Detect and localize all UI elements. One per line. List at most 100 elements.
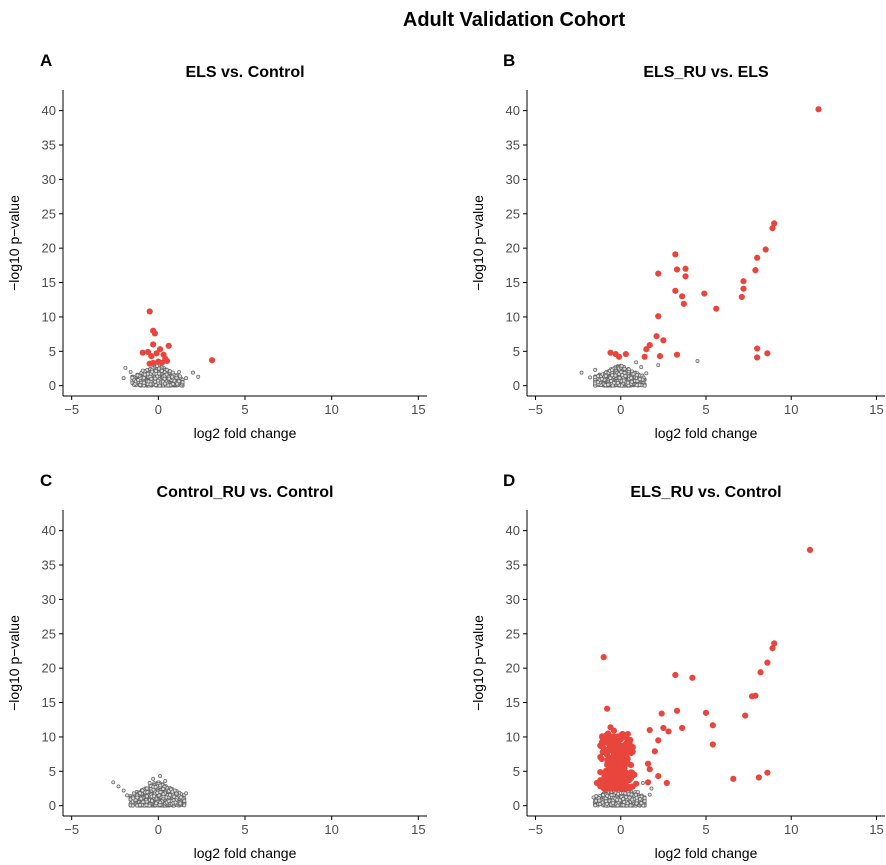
y-tick-label: 40: [42, 103, 56, 118]
significant-point: [740, 278, 747, 285]
significant-point: [644, 779, 652, 786]
y-tick-label: 40: [506, 523, 520, 538]
significant-point: [663, 779, 670, 787]
significant-point-cloud: [619, 777, 626, 784]
gene-point-cloud: [157, 371, 162, 376]
gene-point-cloud: [144, 794, 149, 799]
gene-point: [695, 358, 700, 363]
gene-point-cloud: [603, 374, 608, 378]
nonsignificant-series: [591, 781, 654, 808]
significant-point: [643, 346, 650, 353]
significant-point: [208, 357, 216, 364]
gene-point-cloud: [141, 380, 146, 385]
panel-a: A ELS vs. Control 0 5 10 15 20 25 30 35 40 −5 0 5 10 15…: [6, 51, 427, 441]
gene-point-cloud: [178, 801, 183, 806]
gene-point-cloud: [149, 376, 154, 381]
y-tick-label: 20: [506, 661, 520, 676]
gene-point: [178, 795, 183, 800]
y-tick-label: 30: [506, 592, 520, 607]
gene-point-cloud: [630, 797, 635, 802]
significant-point: [604, 705, 611, 712]
significant-point: [653, 333, 660, 340]
y-tick-label: 35: [42, 138, 56, 153]
significant-point-cloud: [603, 751, 611, 758]
gene-point-cloud: [595, 380, 600, 385]
gene-point: [644, 371, 649, 376]
significant-point: [655, 313, 662, 320]
gene-point-cloud: [629, 376, 634, 380]
gene-point-cloud: [597, 798, 602, 803]
x-axis-title: log2 fold change: [194, 425, 297, 441]
gene-point-cloud: [641, 803, 646, 808]
significant-point: [769, 225, 776, 232]
gene-point-cloud: [174, 375, 179, 380]
gene-point-cloud: [606, 382, 611, 387]
gene-point-cloud: [594, 798, 598, 803]
x-tick-label: −5: [64, 402, 79, 417]
y-tick-label: 5: [49, 764, 56, 779]
gene-point-cloud: [159, 368, 164, 373]
y-tick-label: 20: [42, 661, 56, 676]
significant-point: [764, 659, 771, 666]
gene-point-cloud: [156, 378, 161, 383]
x-tick-label: −5: [64, 822, 79, 837]
gene-point-cloud: [172, 794, 177, 799]
gene-point: [184, 376, 189, 381]
nonsignificant-series: [111, 774, 189, 808]
significant-point: [762, 246, 769, 253]
significant-point: [656, 353, 664, 360]
y-tick-label: 35: [506, 558, 520, 573]
significant-point: [713, 305, 720, 312]
y-tick-label: 10: [506, 729, 520, 744]
significant-point: [665, 728, 672, 735]
figure-title: Adult Validation Cohort: [403, 9, 626, 31]
panel-title: ELS_RU vs. ELS: [643, 64, 769, 81]
gene-point-cloud: [130, 803, 135, 808]
gene-point-cloud: [161, 792, 166, 797]
gene-point-cloud: [637, 377, 642, 382]
gene-point: [140, 368, 145, 373]
gene-point: [191, 370, 195, 375]
y-tick-label: 35: [42, 558, 56, 573]
gene-point-cloud: [130, 375, 135, 380]
significant-point-cloud: [610, 777, 617, 784]
significant-series: [139, 308, 216, 367]
significant-point: [144, 348, 152, 356]
x-tick-label: 10: [784, 822, 798, 837]
gene-point: [634, 360, 639, 365]
significant-point: [600, 654, 607, 661]
significant-point: [682, 273, 689, 280]
significant-point: [655, 773, 662, 780]
y-tick-label: 30: [42, 172, 56, 187]
significant-point-cloud: [599, 779, 606, 786]
significant-point: [754, 354, 761, 361]
significant-point: [754, 254, 761, 261]
gene-point-cloud: [148, 382, 153, 387]
gene-point: [196, 374, 201, 379]
gene-point: [163, 778, 168, 783]
x-tick-label: 0: [617, 402, 624, 417]
gene-point: [593, 367, 598, 372]
panel-title: ELS vs. Control: [185, 64, 304, 81]
significant-point: [627, 762, 635, 769]
gene-point-cloud: [619, 383, 624, 388]
significant-point: [607, 349, 614, 356]
gene-point: [123, 365, 128, 370]
significant-point-cloud: [616, 760, 624, 767]
gene-point: [642, 796, 647, 801]
x-tick-label: 5: [241, 822, 248, 837]
gene-point-cloud: [162, 376, 167, 381]
significant-point: [709, 741, 716, 748]
significant-point: [815, 106, 822, 113]
significant-point-cloud: [608, 739, 616, 746]
significant-point-cloud: [627, 747, 635, 754]
panel-letter: C: [40, 471, 52, 490]
y-tick-label: 15: [42, 275, 56, 290]
significant-point: [146, 308, 153, 315]
x-tick-label: 0: [155, 822, 162, 837]
significant-point-cloud: [615, 765, 623, 773]
gene-point-cloud: [145, 790, 150, 795]
gene-point-cloud: [634, 801, 639, 806]
significant-point: [660, 724, 667, 732]
gene-point-cloud: [609, 368, 614, 373]
